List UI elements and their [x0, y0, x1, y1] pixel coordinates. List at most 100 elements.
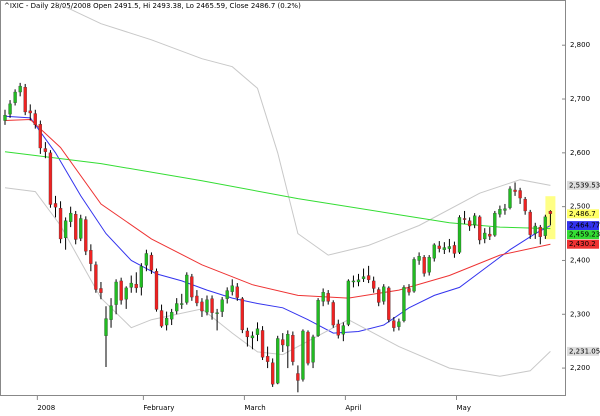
candle-body — [169, 311, 174, 320]
candle-body — [498, 209, 502, 215]
overlay-line — [4, 115, 551, 334]
candle-body — [366, 275, 371, 280]
candle-body — [240, 298, 245, 331]
candle-body — [417, 256, 421, 261]
overlay-line — [4, 118, 551, 299]
candle-body — [69, 212, 73, 222]
candle-body — [503, 208, 507, 211]
candle-body — [488, 233, 492, 237]
candle-body — [286, 334, 290, 347]
candle-body — [407, 288, 411, 293]
candle-body — [538, 226, 542, 237]
candle-body — [185, 274, 189, 303]
candle-body — [164, 317, 169, 326]
candle-body — [341, 325, 346, 335]
candle-body — [139, 266, 144, 288]
candle-body — [447, 246, 452, 249]
candle-body — [79, 218, 83, 239]
candle-body — [190, 276, 194, 298]
candle-body — [220, 299, 224, 312]
candle-body — [195, 295, 199, 304]
candle-body — [462, 218, 467, 220]
candle-body — [467, 220, 472, 227]
candle-body — [316, 300, 320, 336]
candle-body — [260, 330, 265, 358]
candle-body — [13, 91, 17, 103]
candle-body — [306, 331, 310, 364]
candle-body — [371, 280, 376, 289]
candle-body — [159, 310, 164, 327]
candle-body — [377, 289, 381, 303]
candle-body — [296, 373, 300, 381]
candle-body — [382, 286, 386, 302]
y-tick-label: 2,600 — [570, 149, 590, 157]
candle-body — [326, 293, 330, 302]
candle-body — [53, 203, 58, 208]
candle-body — [84, 219, 88, 252]
candle-body — [543, 216, 547, 236]
candle-body — [28, 110, 32, 114]
candle-body — [205, 299, 209, 313]
candle-body — [548, 211, 553, 214]
chart-title: ^IXIC - Daily 28/05/2008 Open 2491.5, Hi… — [4, 2, 301, 10]
candle-body — [215, 312, 219, 314]
candle-body — [387, 287, 391, 320]
candle-body — [478, 216, 482, 241]
value-label: 2,486.7 — [569, 210, 596, 218]
candle-body — [154, 271, 159, 310]
candle-body — [508, 188, 512, 208]
candle-body — [144, 253, 149, 266]
candle-body — [493, 212, 497, 236]
candle-body — [119, 280, 123, 301]
candle-body — [356, 279, 361, 283]
y-tick-label: 2,500 — [570, 203, 590, 211]
candle-body — [3, 115, 7, 121]
candle-body — [321, 292, 325, 302]
candle-body — [270, 362, 275, 385]
x-tick-label: May — [457, 404, 471, 412]
value-label-box — [567, 230, 599, 240]
candle-body — [89, 250, 93, 264]
candle-body — [18, 85, 22, 93]
candle-body — [149, 254, 154, 271]
candle-body — [291, 335, 295, 362]
candle-body — [134, 283, 138, 289]
candle-body — [109, 305, 113, 320]
candle-body — [43, 148, 48, 152]
candle-body — [331, 302, 335, 326]
candle-body — [255, 328, 260, 335]
x-tick-label: April — [345, 404, 361, 412]
candle-body — [533, 225, 537, 234]
x-tick-label: 2008 — [37, 404, 55, 412]
candle-body — [336, 323, 340, 336]
candle-body — [175, 303, 179, 312]
candle-body — [225, 290, 229, 299]
y-tick-label: 2,800 — [570, 41, 590, 49]
overlay-line — [55, 1, 551, 256]
candle-body — [483, 232, 487, 240]
candle-body — [472, 215, 477, 226]
candle-body — [94, 264, 98, 290]
candle-body — [180, 303, 184, 305]
candle-body — [397, 321, 401, 327]
candle-body — [361, 276, 366, 279]
candle-body — [276, 338, 280, 384]
value-label-box — [567, 221, 599, 231]
candle-body — [281, 339, 285, 346]
x-tick-label: March — [244, 404, 265, 412]
y-tick-label: 2,700 — [570, 95, 590, 103]
candle-body — [33, 113, 37, 126]
candle-body — [427, 257, 431, 273]
y-tick-label: 2,300 — [570, 310, 590, 318]
candle-body — [265, 356, 270, 362]
candle-body — [513, 189, 517, 192]
candle-body — [104, 318, 108, 336]
candle-body — [38, 124, 42, 149]
candle-body — [311, 336, 315, 363]
candle-body — [422, 257, 426, 274]
y-tick-label: 2,200 — [570, 364, 590, 372]
candle-body — [74, 214, 78, 240]
candle-body — [351, 280, 356, 283]
candle-body — [200, 301, 204, 312]
